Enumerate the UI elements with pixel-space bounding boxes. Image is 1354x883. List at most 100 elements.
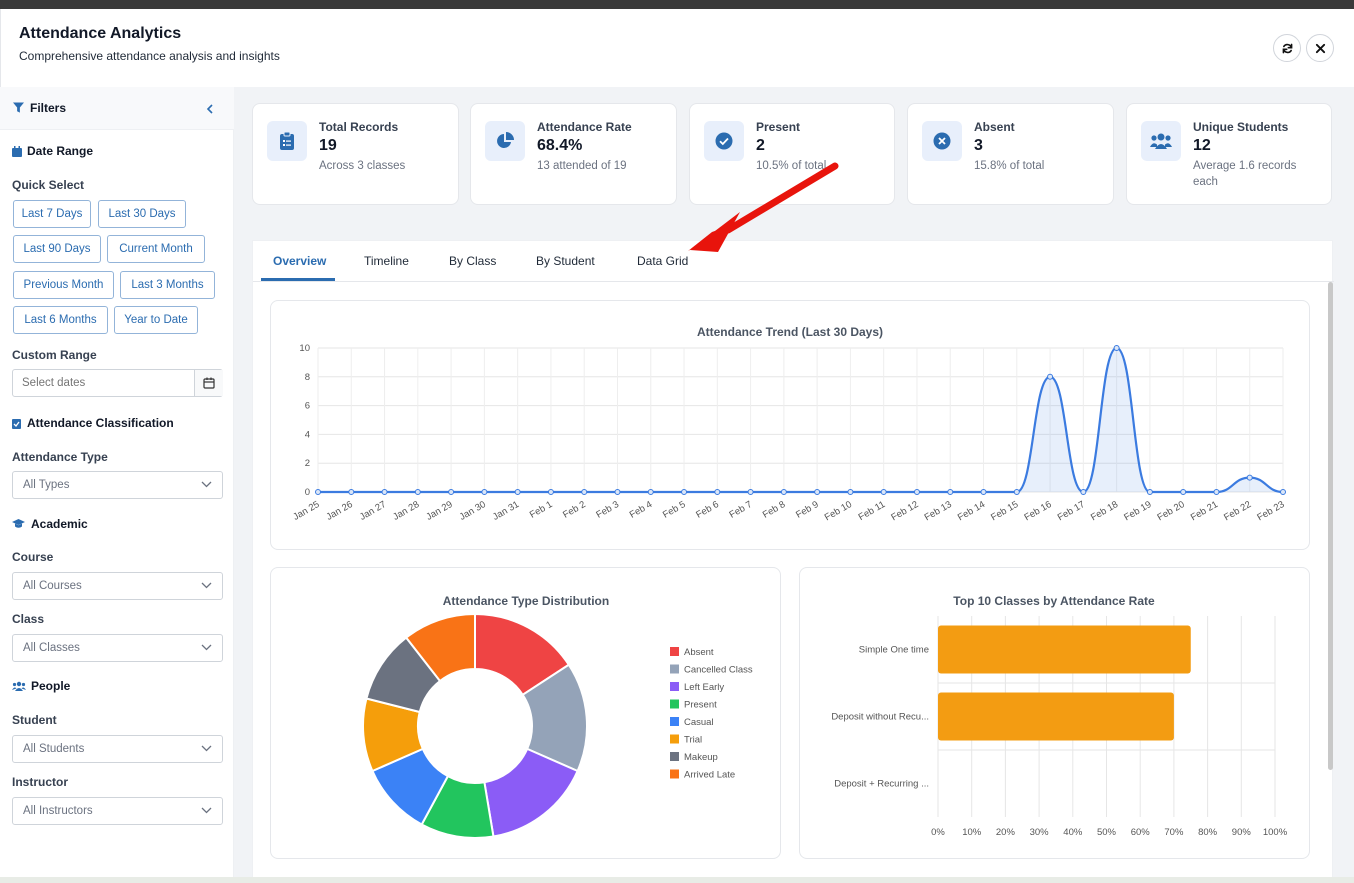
attendance-trend-chart: Attendance Trend (Last 30 Days) 0 2 4 6 8 10 Ja… (291, 325, 1286, 523)
x-tick-label: Jan 26 (325, 499, 355, 523)
x-tick-label: Jan 27 (358, 499, 388, 523)
attendance-type-label: Attendance Type (12, 450, 108, 464)
legend-swatch (670, 752, 679, 761)
x-tick-label: 40% (1063, 827, 1083, 838)
x-tick-label: Jan 28 (391, 499, 421, 523)
x-tick-label: Feb 4 (628, 499, 655, 521)
x-tick-label: Jan 30 (458, 499, 488, 523)
x-tick-label: Feb 8 (761, 499, 788, 521)
stat-card-present: Present 2 10.5% of total (689, 103, 895, 205)
filters-title: Filters (30, 101, 67, 115)
chevron-down-icon (201, 745, 212, 752)
course-label: Course (12, 550, 54, 564)
users-icon (1141, 121, 1181, 161)
instructor-label: Instructor (12, 775, 69, 789)
clipboard-check-icon (12, 419, 21, 429)
attendance-type-distribution-chart: Attendance Type Distribution Absent Cancel… (362, 594, 753, 839)
quick-last-6-months-button[interactable]: Last 6 Months (13, 306, 108, 334)
instructor-value: All Instructors (23, 805, 93, 817)
x-tick-label: Feb 13 (923, 499, 954, 523)
trend-point (980, 489, 987, 495)
quick-select-label: Quick Select (12, 178, 85, 192)
x-tick-label: Feb 9 (794, 499, 821, 521)
tab-bar: Overview Timeline By Class By Student Da… (253, 241, 1334, 282)
trend-point (1047, 373, 1054, 380)
top-classes-chart: Top 10 Classes by Attendance Rate 0% 10% 20… (831, 594, 1287, 838)
trend-point (614, 489, 621, 495)
trend-point (947, 489, 954, 495)
quick-last-7-days-button[interactable]: Last 7 Days (13, 200, 91, 228)
trend-point (1013, 489, 1020, 495)
quick-year-to-date-button[interactable]: Year to Date (114, 306, 198, 334)
collapse-chevron-icon[interactable] (206, 104, 214, 114)
pie-slice (404, 612, 476, 683)
x-tick-label: Feb 1 (528, 499, 555, 521)
legend-swatch (670, 664, 679, 674)
attendance-classification-heading: Attendance Classification (27, 416, 174, 430)
trend-chart-card: Attendance Trend (Last 30 Days) 0 2 4 6 8 10 Ja… (270, 300, 1310, 550)
quick-previous-month-button[interactable]: Previous Month (13, 271, 114, 299)
trend-point (714, 489, 721, 495)
chart-title: Attendance Type Distribution (443, 594, 609, 608)
chevron-down-icon (201, 582, 212, 589)
tab-data-grid[interactable]: Data Grid (637, 254, 689, 268)
y-tick-label: 4 (305, 429, 310, 440)
panel-scrollbar[interactable] (1328, 282, 1333, 770)
y-tick-label: 8 (305, 372, 310, 383)
instructor-select[interactable]: All Instructors (12, 797, 223, 825)
x-tick-label: 70% (1164, 827, 1184, 838)
x-tick-label: Feb 12 (889, 499, 920, 523)
close-button[interactable] (1306, 34, 1334, 62)
quick-last-30-days-button[interactable]: Last 30 Days (98, 200, 186, 228)
x-tick-label: Feb 7 (728, 499, 755, 521)
x-tick-label: Feb 17 (1056, 499, 1087, 523)
x-circle-icon (922, 121, 962, 161)
trend-point (381, 489, 388, 495)
legend-swatch (670, 734, 679, 744)
page-title: Attendance Analytics (19, 25, 182, 42)
legend-swatch (670, 717, 679, 726)
trend-point (481, 489, 488, 495)
quick-last-3-months-button[interactable]: Last 3 Months (120, 271, 215, 299)
trend-point (1180, 489, 1187, 495)
x-tick-label: Jan 29 (424, 499, 454, 523)
quick-last-90-days-button[interactable]: Last 90 Days (13, 235, 101, 263)
chevron-down-icon (201, 807, 212, 814)
stat-card-unique-students: Unique Students 12 Average 1.6 records e… (1126, 103, 1332, 205)
trend-point (414, 489, 421, 495)
trend-point (1246, 474, 1253, 481)
stat-value: 19 (319, 137, 337, 154)
course-select[interactable]: All Courses (12, 572, 223, 600)
attendance-type-select[interactable]: All Types (12, 471, 223, 499)
stat-subtext: 10.5% of total (756, 160, 827, 172)
attendance-type-value: All Types (23, 479, 70, 491)
course-value: All Courses (23, 580, 82, 592)
trend-point (847, 489, 854, 495)
x-tick-label: 20% (996, 827, 1016, 838)
stat-title: Unique Students (1193, 120, 1289, 134)
date-picker-button[interactable] (194, 370, 223, 396)
tab-by-student[interactable]: By Student (536, 254, 595, 268)
custom-range-group (12, 369, 223, 397)
student-select[interactable]: All Students (12, 735, 223, 763)
legend-label: Makeup (684, 752, 718, 763)
legend-swatch (670, 647, 679, 656)
x-tick-label: Feb 5 (661, 499, 688, 521)
trend-point (647, 489, 654, 495)
class-select[interactable]: All Classes (12, 634, 223, 662)
date-range-input[interactable] (13, 370, 194, 396)
refresh-button[interactable] (1273, 34, 1301, 62)
stat-card-total-records: Total Records 19 Across 3 classes (252, 103, 459, 205)
stat-value: 12 (1193, 137, 1211, 154)
chevron-down-icon (201, 481, 212, 488)
calendar-icon (12, 146, 22, 157)
calendar-icon (203, 377, 215, 389)
quick-current-month-button[interactable]: Current Month (107, 235, 205, 263)
tab-timeline[interactable]: Timeline (364, 254, 409, 268)
x-tick-label: 60% (1131, 827, 1151, 838)
tab-overview[interactable]: Overview (273, 254, 327, 268)
tab-by-class[interactable]: By Class (449, 254, 497, 268)
x-tick-label: 80% (1198, 827, 1218, 838)
trend-point (681, 489, 688, 495)
y-tick-label: Deposit without Recu... (831, 712, 929, 723)
